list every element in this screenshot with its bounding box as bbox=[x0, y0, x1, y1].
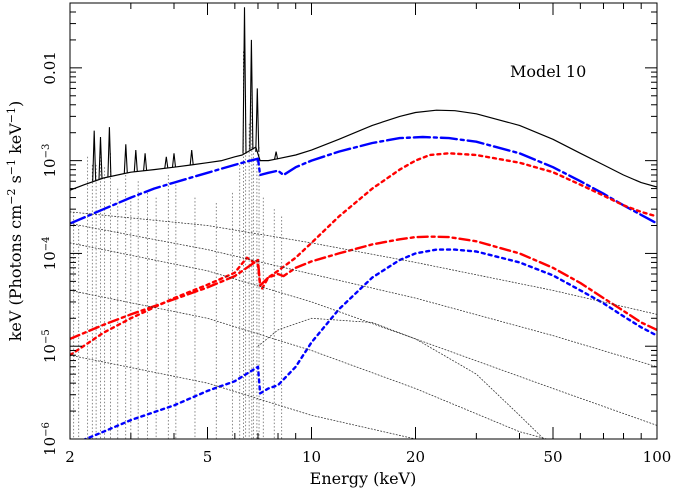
y-axis-title: keV (Photons cm−2 s−1 keV−1) bbox=[5, 101, 25, 342]
x-tick-label-5: 5 bbox=[203, 448, 213, 466]
series-thin-5 bbox=[70, 354, 418, 439]
series-red-mid bbox=[70, 235, 657, 341]
y-tick-label-exponent: −3 bbox=[41, 144, 52, 159]
y-tick-label-base: 10 bbox=[41, 437, 59, 456]
series-total-spike-12 bbox=[274, 151, 279, 160]
x-tick-label-10: 10 bbox=[302, 448, 321, 466]
y-tick-label-base: 0.01 bbox=[41, 51, 59, 84]
x-tick-label-20: 20 bbox=[406, 448, 425, 466]
series-total-spike-9 bbox=[242, 7, 247, 154]
series-blue-lower bbox=[82, 248, 657, 439]
x-tick-label-50: 50 bbox=[543, 448, 562, 466]
series-thin-2 bbox=[70, 223, 657, 368]
series-total-spike-8 bbox=[189, 150, 194, 165]
y-tick-label-1: 10−5 bbox=[41, 329, 59, 363]
series-total-spike-5 bbox=[143, 153, 148, 171]
y-tick-label-exponent: −6 bbox=[41, 422, 52, 437]
y-axis-title-sup3: −1 bbox=[5, 107, 18, 123]
y-tick-label-exponent: −4 bbox=[41, 236, 52, 251]
y-axis-title-suffix: ) bbox=[6, 101, 25, 107]
series-total bbox=[70, 109, 657, 191]
y-tick-label-4: 0.01 bbox=[41, 51, 59, 84]
ticks-layer bbox=[69, 2, 658, 440]
series-thin-6 bbox=[257, 317, 545, 439]
y-axis-title-prefix: keV (Photons cm bbox=[6, 205, 25, 342]
series-thin-1 bbox=[70, 211, 657, 315]
series-total-spike-10 bbox=[249, 39, 254, 150]
x-tick-label-100: 100 bbox=[643, 448, 672, 466]
series-total-spike-3 bbox=[123, 144, 128, 174]
y-axis-title-sup1: −2 bbox=[5, 189, 18, 205]
series-blue-upper bbox=[70, 135, 657, 225]
x-tick-label-2: 2 bbox=[65, 448, 75, 466]
series-total-spike-2 bbox=[107, 127, 112, 177]
series-total-spike-1 bbox=[98, 136, 103, 180]
y-tick-label-exponent: −5 bbox=[41, 329, 52, 344]
series-total-spike-6 bbox=[164, 156, 169, 169]
series-red-lower bbox=[70, 256, 262, 357]
series-thin-4 bbox=[70, 290, 549, 439]
x-axis-title: Energy (keV) bbox=[310, 469, 417, 488]
series-total-spike-7 bbox=[171, 153, 177, 168]
series-layer bbox=[70, 7, 657, 439]
y-tick-label-2: 10−4 bbox=[41, 236, 59, 270]
series-thin-3 bbox=[70, 242, 657, 426]
series-red-upper bbox=[261, 152, 657, 290]
series-total-spike-4 bbox=[133, 150, 138, 172]
y-axis-title-mid2: keV bbox=[6, 123, 25, 159]
series-total-spike-0 bbox=[92, 130, 97, 182]
y-tick-label-base: 10 bbox=[41, 344, 59, 363]
model-annotation: Model 10 bbox=[510, 62, 586, 81]
y-tick-label-base: 10 bbox=[41, 158, 59, 177]
plot-frame bbox=[69, 2, 658, 440]
y-tick-label-3: 10−3 bbox=[41, 144, 59, 178]
y-tick-label-base: 10 bbox=[41, 251, 59, 270]
series-total-spike-11 bbox=[255, 88, 260, 152]
y-axis-title-mid1: s bbox=[6, 175, 25, 188]
y-tick-label-0: 10−6 bbox=[41, 422, 59, 456]
y-axis-title-sup2: −1 bbox=[5, 159, 18, 175]
